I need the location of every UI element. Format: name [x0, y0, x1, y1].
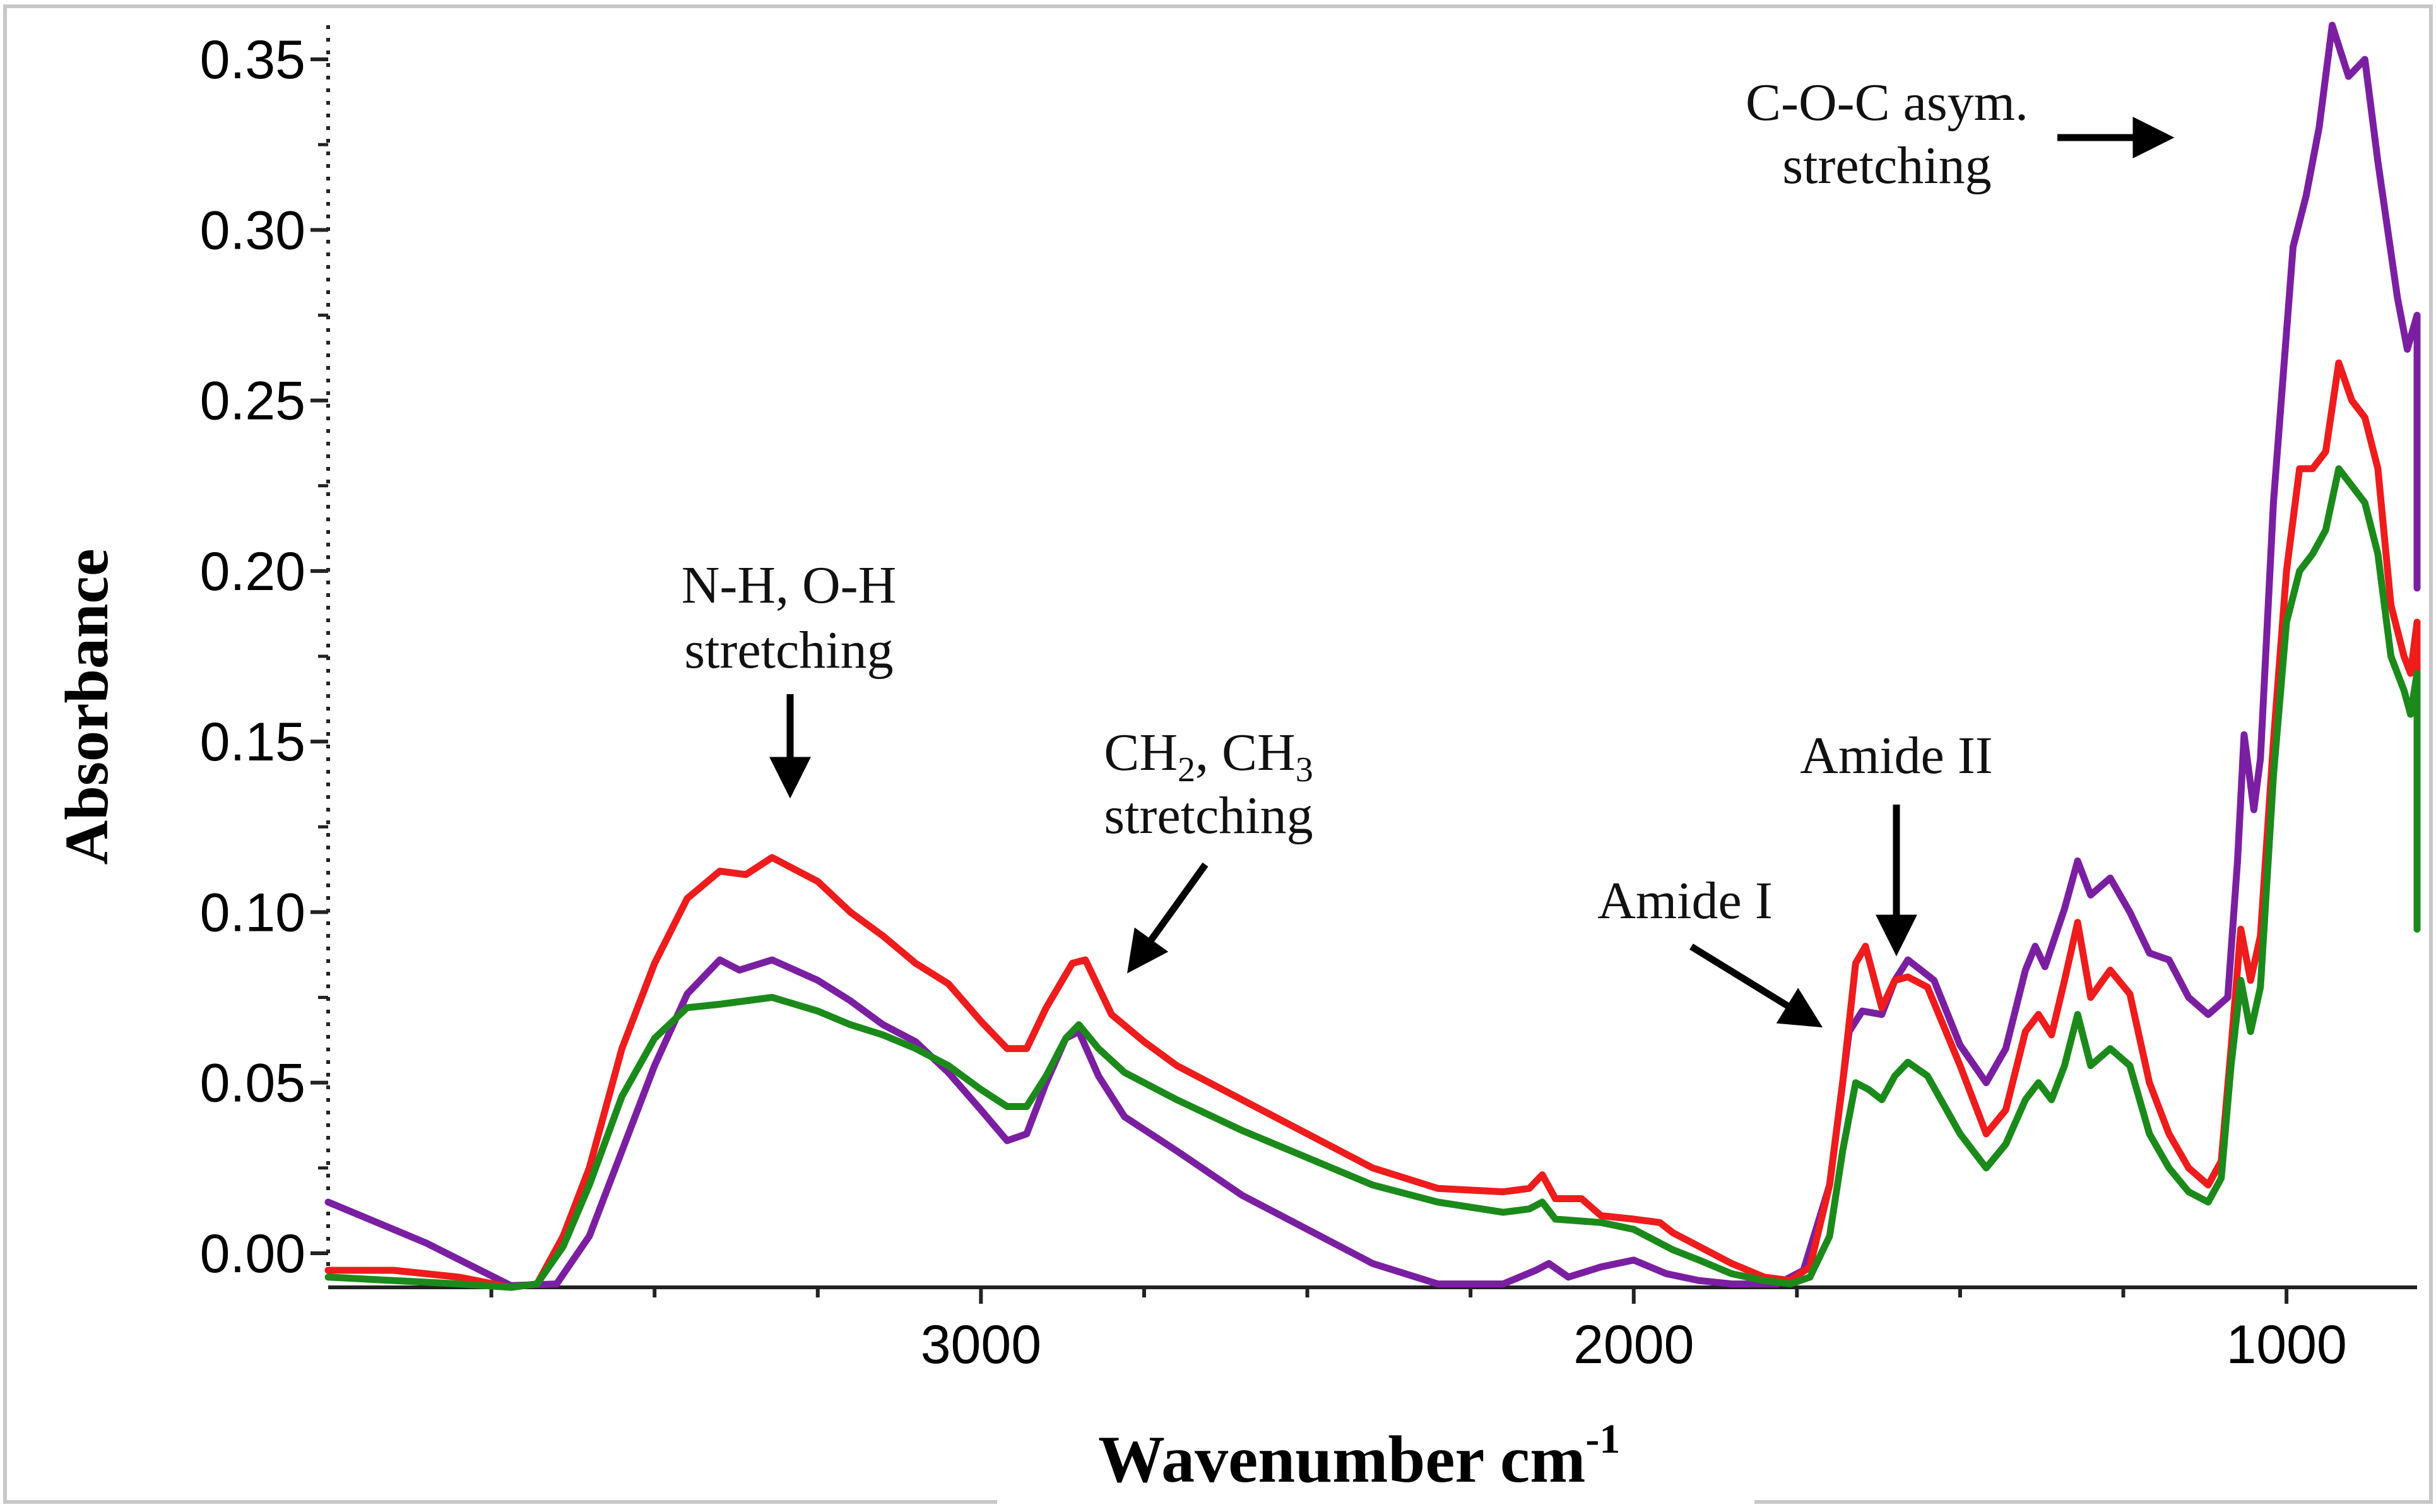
series-line-red — [324, 359, 2421, 1291]
y-tick-label: 0.00 — [200, 1224, 305, 1284]
annotation-ch2-ch3-line2: stretching — [1104, 786, 1313, 845]
annotation-amide-1-label: Amide I — [1597, 871, 1773, 930]
x-axis-title-text: Wavenumber cm — [1098, 1422, 1585, 1496]
annotation-ch2-ch3-arrow — [1127, 862, 1209, 974]
x-tick-label: 1000 — [2226, 1314, 2346, 1375]
ch2-subscript: 2 — [1178, 750, 1195, 789]
annotation-amide-2-label: Amide II — [1800, 726, 1993, 785]
annotation-ch2-ch3-line1: CH2, CH3 — [1104, 723, 1313, 789]
x-tick-label: 2000 — [1573, 1314, 1694, 1375]
x-axis-title-superscript: -1 — [1585, 1416, 1620, 1462]
x-axis-ticks: 3000 2000 1000 — [489, 1287, 2347, 1375]
y-tick-label: 0.25 — [200, 371, 305, 432]
annotation-amide-2: Amide II — [1800, 726, 1993, 957]
y-axis-title: Absorbance — [53, 549, 121, 865]
annotation-coc-line2: stretching — [1782, 136, 1991, 195]
y-tick-label: 0.30 — [200, 200, 305, 261]
series-line-green — [324, 465, 2421, 1291]
series-lines — [324, 21, 2421, 1291]
annotation-coc: C-O-C asym. stretching — [1746, 73, 2175, 195]
ch3-subscript: 3 — [1296, 750, 1313, 789]
annotation-nh-oh-line1: N-H, O-H — [682, 556, 897, 615]
series-line-purple — [324, 21, 2421, 1289]
annotation-ch2-ch3: CH2, CH3 stretching — [1104, 723, 1313, 974]
y-tick-label: 0.15 — [200, 712, 305, 772]
xlabel-gap — [997, 1477, 1754, 1512]
y-tick-label: 0.20 — [200, 541, 305, 602]
y-axis-ticks: 0.00 0.05 0.10 0.15 0.20 0.25 0.30 0.35 — [200, 30, 328, 1284]
annotation-amide-1: Amide I — [1597, 871, 1823, 1028]
x-axis-title: Wavenumber cm-1 — [1098, 1416, 1620, 1496]
annotation-coc-line1: C-O-C asym. — [1746, 73, 2028, 132]
annotation-nh-oh-line2: stretching — [684, 621, 893, 680]
y-tick-label: 0.35 — [200, 30, 305, 90]
y-tick-label: 0.05 — [200, 1053, 305, 1114]
x-tick-label: 3000 — [921, 1314, 1041, 1375]
annotation-nh-oh: N-H, O-H stretching — [682, 556, 897, 799]
y-tick-label: 0.10 — [200, 882, 305, 943]
annotation-amide-1-arrow — [1689, 943, 1823, 1028]
